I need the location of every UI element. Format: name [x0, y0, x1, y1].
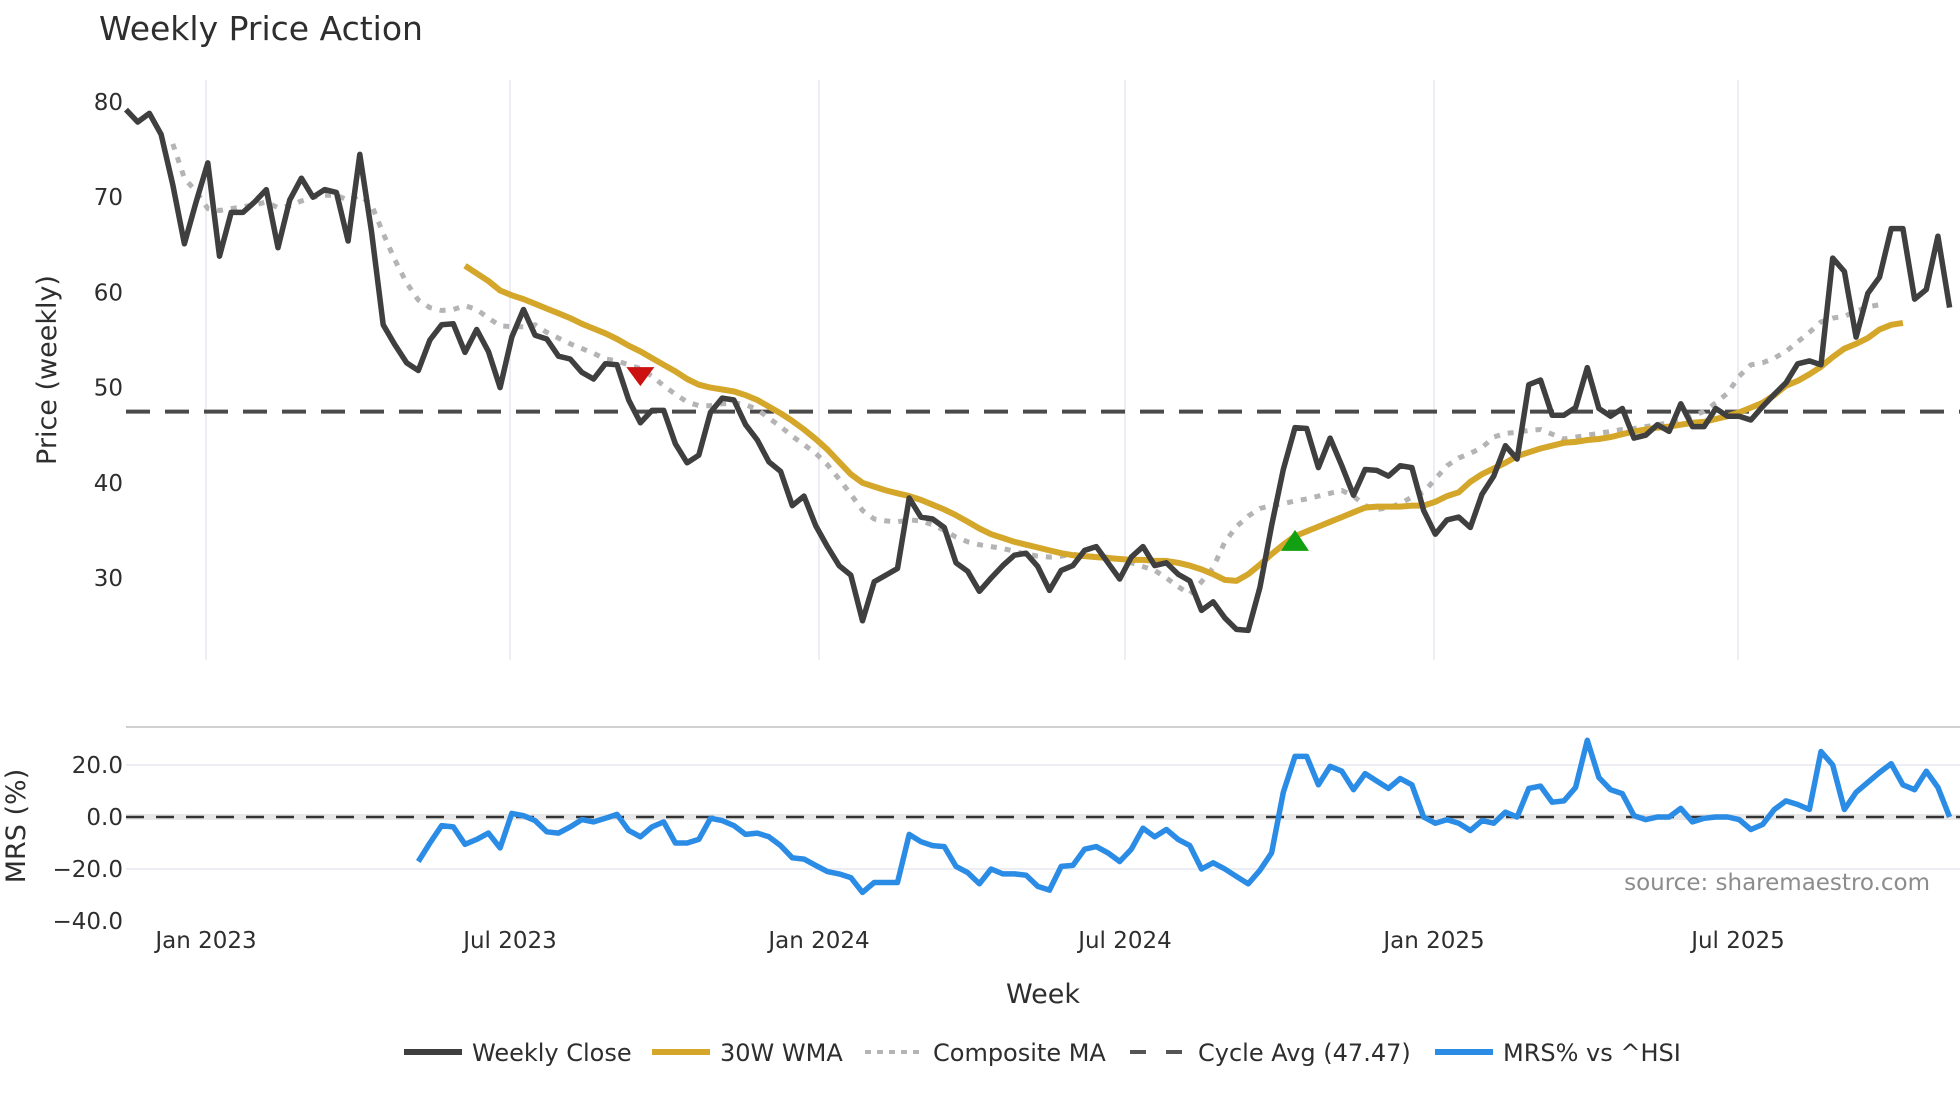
y-tick-label: 20.0 — [72, 753, 123, 779]
legend-label: Weekly Close — [472, 1039, 632, 1067]
legend-label: Cycle Avg (47.47) — [1198, 1039, 1411, 1067]
x-tick-label: Jul 2024 — [1076, 928, 1172, 954]
series-mrs-vs-hsi — [415, 737, 1953, 896]
x-tick-label: Jan 2023 — [153, 928, 256, 954]
y-tick-label: −20.0 — [53, 857, 123, 883]
mrs-panel: 20.0 0.0 −20.0 −40.0 MRS (%) source: sharem… — [1, 737, 1960, 935]
legend-item-weekly-close[interactable]: Weekly Close — [404, 1039, 632, 1067]
legend-item-composite-ma[interactable]: Composite MA — [865, 1039, 1106, 1067]
series-30w-wma — [463, 263, 1904, 584]
y-tick-label: 0.0 — [86, 805, 123, 831]
y-tick-label: 80 — [94, 90, 123, 116]
legend-item-30w-wma[interactable]: 30W WMA — [652, 1039, 843, 1067]
x-axis-ticks: Jan 2023 Jul 2023 Jan 2024 Jul 2024 Jan 2025… — [153, 928, 1784, 954]
mrs-y-axis-label: MRS (%) — [1, 769, 32, 884]
y-tick-label: 50 — [94, 376, 123, 402]
signal-markers — [626, 367, 1309, 551]
x-tick-label: Jan 2024 — [766, 928, 869, 954]
series-weekly-close — [123, 107, 1953, 634]
legend-label: 30W WMA — [720, 1039, 843, 1067]
x-tick-label: Jul 2025 — [1689, 928, 1785, 954]
chart-legend: Weekly Close 30W WMA Composite MA Cycle Avg… — [404, 1039, 1681, 1067]
chart-title: Weekly Price Action — [99, 9, 423, 48]
price-y-axis-ticks: 80 70 60 50 40 30 — [94, 90, 123, 592]
legend-item-cycle-avg-47-47[interactable]: Cycle Avg (47.47) — [1130, 1039, 1411, 1067]
x-tick-label: Jul 2023 — [461, 928, 557, 954]
y-tick-label: 30 — [94, 566, 123, 592]
legend-label: MRS% vs ^HSI — [1503, 1039, 1681, 1067]
mrs-series-line — [415, 737, 1953, 896]
source-attribution: source: sharemaestro.com — [1624, 870, 1930, 896]
x-tick-label: Jan 2025 — [1381, 928, 1484, 954]
mrs-y-axis-ticks: 20.0 0.0 −20.0 −40.0 — [53, 753, 123, 935]
legend-item-mrs-vs-hsi[interactable]: MRS% vs ^HSI — [1435, 1039, 1681, 1067]
x-axis-label: Week — [1006, 979, 1080, 1010]
y-tick-label: 60 — [94, 280, 123, 306]
series-composite-ma — [170, 143, 1880, 597]
price-series-lines — [123, 107, 1960, 634]
price-panel: 80 70 60 50 40 30 Price (weekly) — [32, 80, 1960, 660]
buy-signal-icon — [1281, 529, 1309, 551]
price-y-axis-label: Price (weekly) — [32, 275, 63, 465]
price-vertical-gridlines — [205, 80, 1739, 660]
sell-signal-icon — [626, 367, 655, 387]
y-tick-label: 40 — [94, 471, 123, 497]
y-tick-label: −40.0 — [53, 909, 123, 935]
y-tick-label: 70 — [94, 185, 123, 211]
legend-label: Composite MA — [933, 1039, 1106, 1067]
